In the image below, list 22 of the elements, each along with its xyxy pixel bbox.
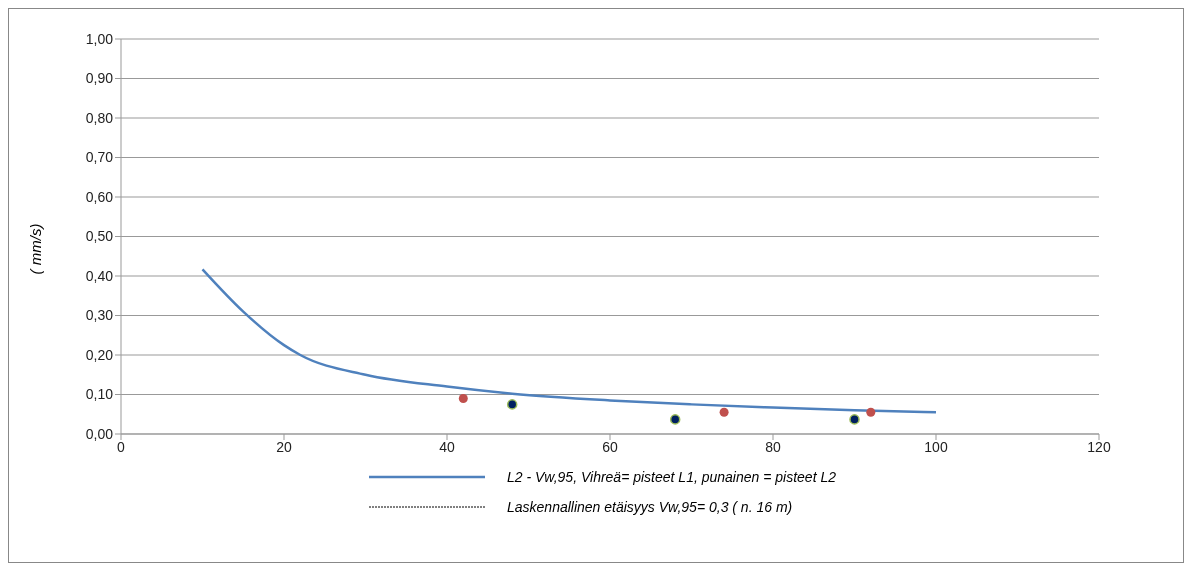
legend-label: Laskennallinen etäisyys Vw,95= 0,3 ( n. 16 m) (507, 499, 793, 515)
y-axis-title: ( mm/s) (26, 223, 44, 275)
text: L2 - Vw,95, Vihreä= pisteet L1, punainen = pisteet L2 (507, 469, 836, 485)
y-tick-label: 0,30 (85, 307, 114, 324)
x-tick-label: 20 (276, 438, 292, 455)
x-tick-label: 60 (602, 438, 618, 455)
y-tick-label: 0,40 (85, 267, 114, 284)
x-tick-label: 120 (1087, 438, 1111, 455)
y-tick-label: 0,70 (85, 149, 114, 166)
y-tick-label: 1,00 (85, 30, 114, 47)
x-tick-label: 0 (117, 438, 126, 455)
y-tick-label: 0,60 (85, 188, 114, 205)
y-tick-label: 0,50 (85, 228, 114, 245)
x-tick-label: 80 (765, 438, 781, 455)
y-tick-label: 0,90 (85, 70, 114, 87)
x-tick-label: 100 (924, 438, 948, 455)
y-tick-label: 0,00 (85, 425, 114, 442)
y-tick-label: 0,20 (85, 346, 114, 363)
x-tick-label: 40 (439, 438, 455, 455)
y-tick-label: 0,80 (85, 109, 114, 126)
line-series (201, 268, 938, 414)
y-tick-label: 0,10 (85, 386, 114, 403)
